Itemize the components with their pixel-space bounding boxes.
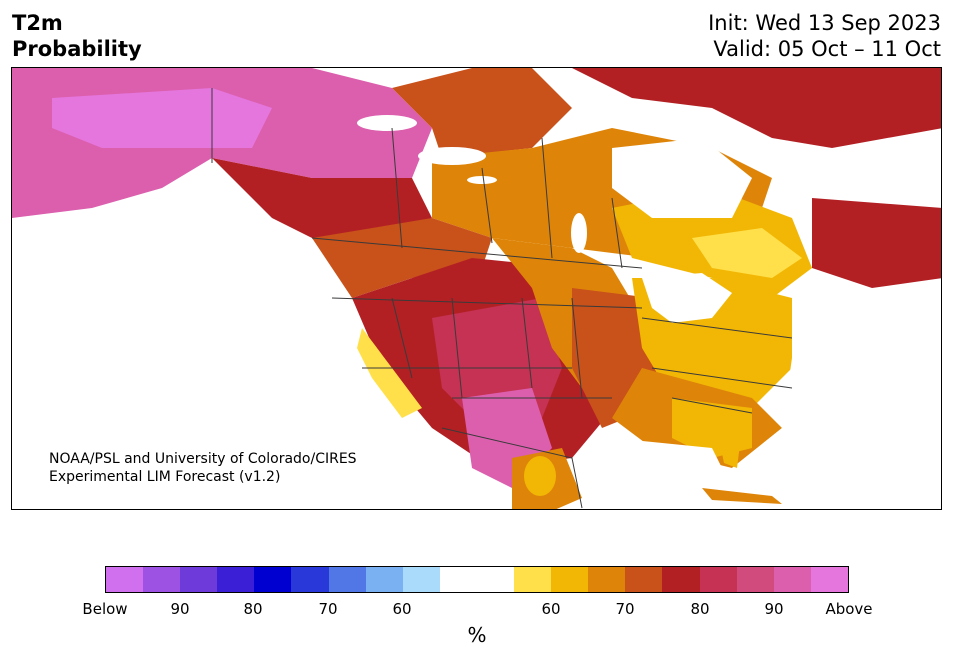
- colorbar-below-8: [402, 567, 440, 592]
- region-pacific-nw: [312, 218, 492, 298]
- tick-above-90: 90: [764, 600, 784, 618]
- colorbar-below-0: [106, 567, 144, 592]
- tick-below-80: 80: [243, 600, 263, 618]
- lake-bear: [357, 115, 417, 131]
- title-variable: T2m: [12, 11, 63, 35]
- colorbar-above-6: [736, 567, 774, 592]
- hudson-bay: [612, 138, 752, 218]
- title-right: Init: Wed 13 Sep 2023 Valid: 05 Oct – 11…: [708, 10, 941, 62]
- lake-athabasca: [467, 176, 497, 184]
- colorbar-above-5: [699, 567, 737, 592]
- tick-below-60: 60: [392, 600, 412, 618]
- colorbar-above-7: [773, 567, 811, 592]
- colorbar-above-4: [662, 567, 700, 592]
- init-date: Init: Wed 13 Sep 2023: [708, 11, 941, 35]
- region-quebec-light: [692, 228, 802, 278]
- great-lakes: [642, 273, 732, 323]
- credit-line1: NOAA/PSL and University of Colorado/CIRE…: [49, 451, 357, 467]
- region-alaska-core: [52, 88, 272, 148]
- credit: NOAA/PSL and University of Colorado/CIRE…: [49, 450, 357, 486]
- region-mexico-hotspot: [524, 456, 556, 496]
- tick-above-60: 60: [541, 600, 561, 618]
- gulf-of-mexico: [582, 438, 732, 509]
- colorbar-above-3: [625, 567, 663, 592]
- colorbar-below-5: [291, 567, 329, 592]
- tick-above-80: 80: [690, 600, 710, 618]
- colorbar-above-2: [588, 567, 626, 592]
- colorbar-below-1: [143, 567, 181, 592]
- tick-above-70: 70: [615, 600, 635, 618]
- colorbar-below-4: [254, 567, 292, 592]
- colorbar-unit: %: [467, 623, 487, 647]
- tick-below: Below: [82, 600, 128, 618]
- tick-below-90: 90: [170, 600, 190, 618]
- region-yukon: [212, 158, 432, 248]
- region-cuba: [702, 488, 782, 504]
- title-type: Probability: [12, 37, 142, 61]
- colorbar-above-1: [551, 567, 589, 592]
- colorbar-above-8: [810, 567, 848, 592]
- region-baja: [357, 328, 422, 418]
- tick-below-70: 70: [318, 600, 338, 618]
- region-florida: [717, 428, 742, 468]
- valid-range: Valid: 05 Oct – 11 Oct: [713, 37, 941, 61]
- colorbar-below-6: [328, 567, 366, 592]
- colorbar-above-0: [514, 567, 552, 592]
- lake-winnipeg: [571, 213, 587, 253]
- political-borders: [211, 88, 793, 509]
- region-maritimes: [812, 198, 941, 288]
- tick-above: Above: [825, 600, 873, 618]
- ocean-pacific: [12, 218, 432, 509]
- forecast-map: [11, 67, 942, 510]
- colorbar-below-7: [365, 567, 403, 592]
- credit-line2: Experimental LIM Forecast (v1.2): [49, 469, 281, 485]
- map-svg: [12, 68, 941, 509]
- colorbar-neutral: [439, 567, 515, 592]
- colorbar-below-3: [217, 567, 255, 592]
- colorbar: [105, 566, 849, 593]
- region-arctic: [572, 68, 941, 148]
- ocean-atlantic: [712, 328, 941, 509]
- title-left: T2m Probability: [12, 10, 142, 62]
- colorbar-below-2: [180, 567, 218, 592]
- lake-slave: [418, 147, 486, 165]
- region-nw-canada: [392, 68, 572, 158]
